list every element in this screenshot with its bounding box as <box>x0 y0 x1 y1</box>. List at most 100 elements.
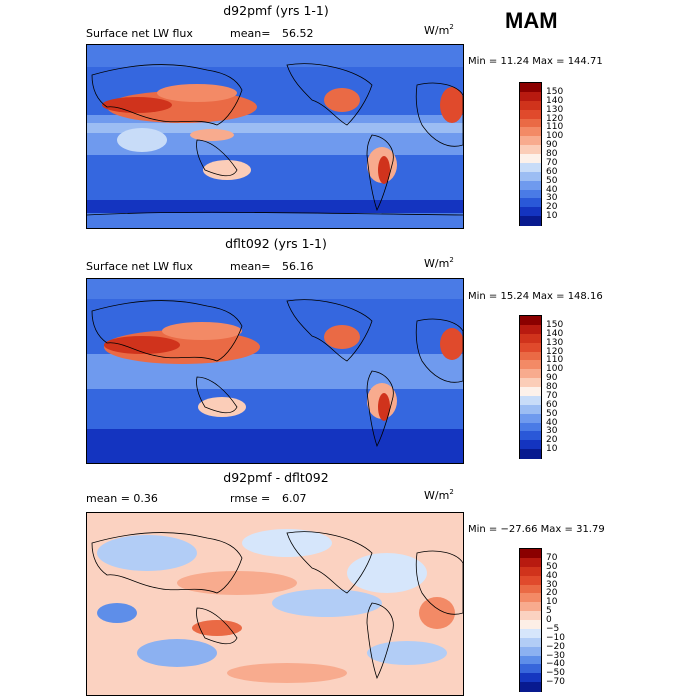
colorbar-swatch <box>520 198 541 208</box>
mean-value: 56.16 <box>282 260 314 273</box>
colorbar-tick-label: 140 <box>546 95 564 106</box>
colorbar-swatch <box>520 100 541 111</box>
colorbar-swatch <box>520 593 541 603</box>
variable-label: Surface net LW flux <box>86 27 193 40</box>
colorbar-swatch <box>520 136 541 146</box>
colorbar-swatch <box>520 369 541 379</box>
colorbar-tick-label: 10 <box>546 211 558 222</box>
colorbar-tick-label: 40 <box>546 570 558 581</box>
colorbar-swatch <box>520 171 541 182</box>
colorbar-tick-label: 120 <box>546 346 564 357</box>
colorbar-tick-label: 100 <box>546 364 564 375</box>
panel-title: dflt092 (yrs 1-1) <box>225 236 327 251</box>
colorbar-tick-label: −10 <box>546 632 565 643</box>
colorbar-tick-label: 10 <box>546 597 558 608</box>
colorbar-swatch <box>520 422 541 432</box>
season-label: MAM <box>505 8 558 33</box>
flux-map <box>86 278 464 464</box>
min-max-label: Min = 11.24 Max = 144.71 <box>468 56 603 67</box>
map-field <box>87 279 463 463</box>
colorbar-tick-label: 140 <box>546 328 564 339</box>
colorbar-swatch <box>520 557 541 568</box>
colorbar-tick-label: 60 <box>546 399 558 410</box>
colorbar-tick-label: 50 <box>546 561 558 572</box>
rmse-value: 6.07 <box>282 492 307 505</box>
colorbar-swatch <box>520 189 541 199</box>
map-field <box>87 45 463 228</box>
colorbar-tick-label: 130 <box>546 337 564 348</box>
colorbar-swatch <box>520 316 541 326</box>
difference-map <box>86 512 464 696</box>
colorbar-swatch <box>520 324 541 335</box>
colorbar-tick-label: 30 <box>546 193 558 204</box>
colorbar: 150 140 130 120 110 100 90 80 70 60 50 40 30 20 10 <box>519 315 563 459</box>
colorbar-tick-label: 70 <box>546 552 558 563</box>
variable-label: Surface net LW flux <box>86 260 193 273</box>
colorbar: 70 50 40 30 20 10 5 0 −5 −10 −20 −30 −40 −50 −70 <box>519 548 565 692</box>
colorbar-swatch <box>520 602 541 612</box>
colorbar-swatch <box>520 333 541 344</box>
colorbar-tick-label: 0 <box>546 615 552 625</box>
colorbar-swatch <box>520 655 541 665</box>
colorbar-swatch <box>520 646 541 656</box>
colorbar-tick-label: 150 <box>546 86 564 97</box>
colorbar-tick-label: 30 <box>546 579 558 590</box>
colorbar-tick-label: 20 <box>546 588 558 599</box>
colorbar-swatch <box>520 628 541 639</box>
colorbar-swatch <box>520 549 541 559</box>
colorbar-tick-label: 10 <box>546 444 558 455</box>
colorbar-tick-label: 110 <box>546 122 564 133</box>
colorbar-tick-label: −20 <box>546 641 565 652</box>
colorbar-swatch <box>520 413 541 423</box>
colorbar-tick-label: 80 <box>546 382 558 392</box>
colorbar-swatch <box>520 395 541 406</box>
colorbar-swatch <box>520 154 541 164</box>
colorbar-swatch <box>520 431 541 441</box>
colorbar-tick-label: −40 <box>546 659 565 670</box>
colorbar: 150 140 130 120 110 100 90 80 70 60 50 40 30 20 10 <box>519 82 563 226</box>
colorbar-swatch <box>520 351 541 361</box>
mean-label: mean= <box>230 260 271 273</box>
colorbar-swatch <box>520 83 541 93</box>
panel-title: d92pmf (yrs 1-1) <box>223 3 329 18</box>
colorbar-tick-label: 40 <box>546 417 558 428</box>
colorbar-tick-label: 80 <box>546 149 558 159</box>
colorbar-tick-label: 60 <box>546 166 558 177</box>
colorbar-swatch <box>520 637 541 648</box>
colorbar-tick-label: 130 <box>546 104 564 115</box>
colorbar-swatch <box>520 207 541 217</box>
colorbar-swatch <box>520 611 541 621</box>
colorbar-tick-label: 90 <box>546 140 558 151</box>
colorbar-tick-label: 70 <box>546 157 558 168</box>
min-max-label: Min = 15.24 Max = 148.16 <box>468 291 603 302</box>
colorbar-swatch <box>520 673 541 683</box>
colorbar-swatch <box>520 449 541 459</box>
colorbar-tick-label: 120 <box>546 113 564 124</box>
colorbar-tick-label: 70 <box>546 390 558 401</box>
colorbar-swatch <box>520 404 541 415</box>
colorbar-swatch <box>520 342 541 352</box>
colorbar-swatch <box>520 620 541 630</box>
colorbar-tick-label: 40 <box>546 184 558 195</box>
colorbar-swatch <box>520 162 541 173</box>
colorbar-tick-label: 90 <box>546 373 558 384</box>
colorbar-tick-label: −5 <box>546 623 560 634</box>
colorbar-swatch <box>520 682 541 692</box>
colorbar-tick-label: −30 <box>546 650 565 661</box>
colorbar-tick-label: 20 <box>546 202 558 213</box>
min-max-label: Min = −27.66 Max = 31.79 <box>468 524 605 535</box>
colorbar-swatch <box>520 180 541 190</box>
colorbar-swatch <box>520 360 541 370</box>
colorbar-tick-label: 5 <box>546 606 552 617</box>
colorbar-tick-label: −50 <box>546 668 565 679</box>
panel-title: d92pmf - dflt092 <box>223 470 329 485</box>
colorbar-tick-label: 100 <box>546 131 564 142</box>
colorbar-swatch <box>520 109 541 119</box>
rmse-label: rmse = <box>230 492 271 505</box>
mean-label: mean = 0.36 <box>86 492 158 505</box>
colorbar-tick-label: 50 <box>546 408 558 419</box>
colorbar-swatch <box>520 91 541 102</box>
colorbar-swatch <box>520 664 541 674</box>
colorbar-swatch <box>520 378 541 388</box>
colorbar-tick-label: 20 <box>546 435 558 446</box>
